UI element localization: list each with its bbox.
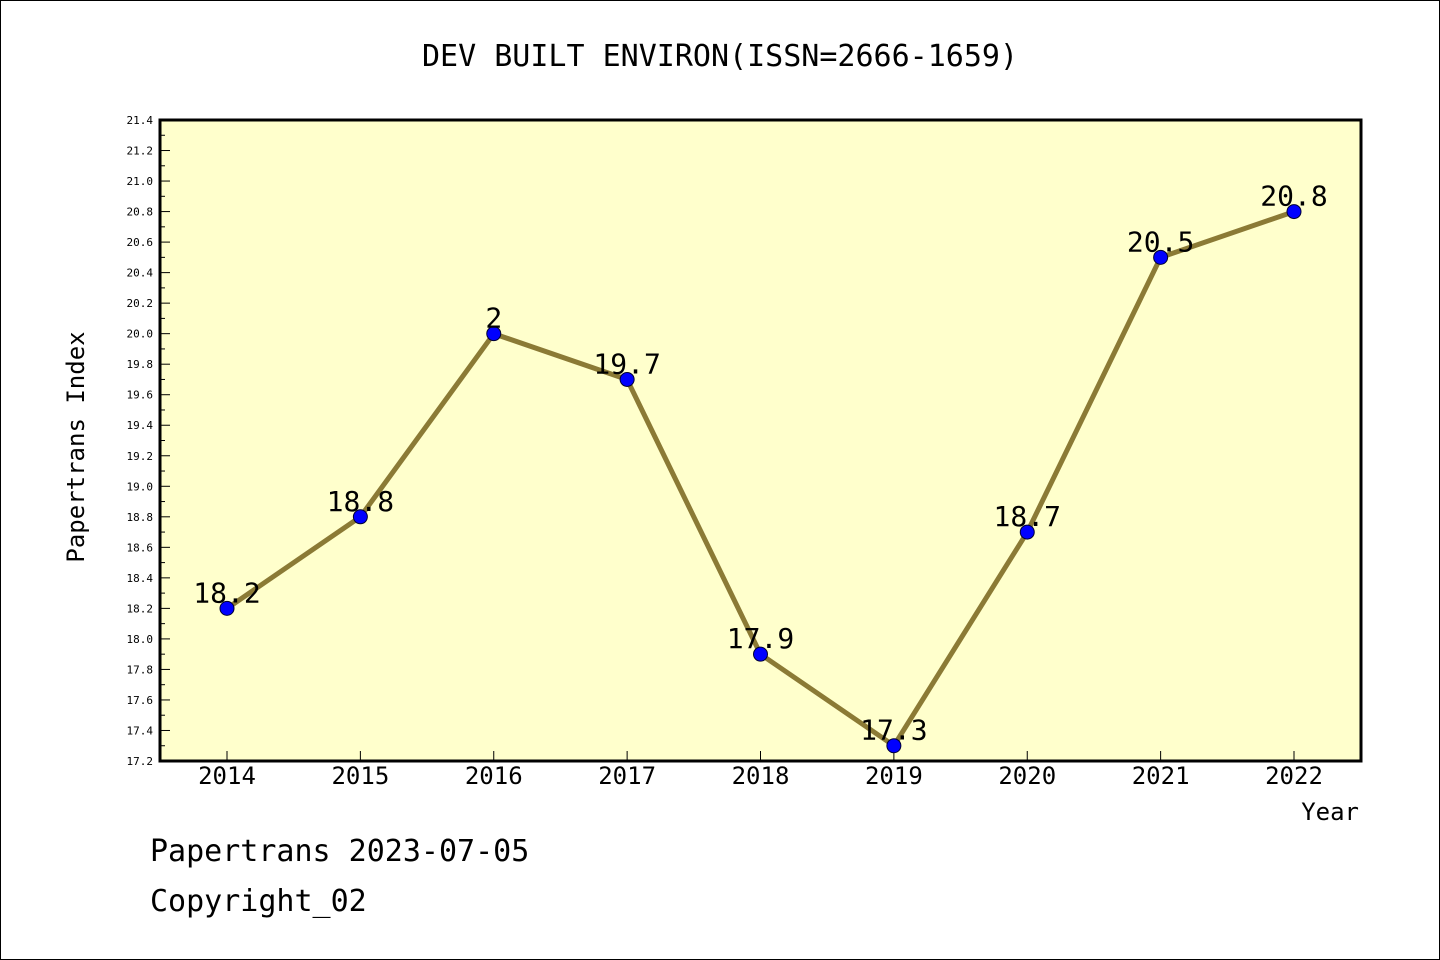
- data-point-marker: [753, 646, 768, 662]
- y-axis-label: Papertrans Index: [62, 331, 90, 562]
- data-point-marker: [619, 371, 635, 387]
- data-labels: 18.2 18.8 2 19.7 17.9 17.3 18.7 20.5 20.8: [193, 180, 1327, 747]
- y-tick-label: 19.2: [127, 450, 154, 463]
- data-point-marker: [352, 509, 368, 525]
- data-point-marker: [486, 326, 502, 342]
- x-tick-label: 2019: [865, 762, 923, 790]
- data-point-marker: [1153, 249, 1169, 265]
- data-point-marker: [219, 600, 235, 616]
- y-tick-label: 21.0: [127, 175, 154, 188]
- y-tick-label: 19.4: [127, 419, 154, 432]
- y-tick-label: 17.8: [127, 663, 154, 676]
- data-label: 2: [485, 302, 502, 335]
- x-tick-label: 2021: [1132, 762, 1190, 790]
- y-axis: 17.2 17.4 17.6 17.8 18.0 18.2 18.4 18.6 18.8 19.0…: [127, 114, 170, 768]
- y-tick-label: 21.2: [127, 145, 154, 158]
- y-tick-label: 18.2: [127, 602, 154, 615]
- x-tick-label: 2016: [465, 762, 523, 790]
- y-tick-label: 17.2: [127, 755, 154, 768]
- y-tick-label: 21.4: [127, 114, 154, 127]
- x-tick-label: 2022: [1265, 762, 1323, 790]
- data-label: 17.3: [860, 714, 927, 747]
- y-tick-label: 20.0: [127, 328, 154, 341]
- y-tick-label: 19.0: [127, 480, 154, 493]
- plot-area: [158, 118, 1363, 763]
- y-tick-label: 17.6: [127, 694, 154, 707]
- data-label: 20.8: [1260, 180, 1327, 213]
- footer-copyright-line: Copyright_02: [150, 884, 367, 919]
- data-point-marker: [1286, 204, 1302, 220]
- x-axis-label: Year: [1301, 798, 1359, 826]
- footer-date-line: Papertrans 2023-07-05: [150, 834, 530, 869]
- data-point-marker: [886, 738, 902, 754]
- data-label: 19.7: [593, 347, 660, 380]
- series-line-group: [219, 204, 1302, 754]
- y-tick-label: 20.6: [127, 236, 154, 249]
- data-label: 18.8: [327, 485, 394, 518]
- y-tick-label: 19.6: [127, 389, 154, 402]
- y-tick-label: 20.2: [127, 297, 154, 310]
- y-tick-label: 18.4: [127, 572, 154, 585]
- x-tick-label: 2015: [331, 762, 389, 790]
- y-tick-label: 17.4: [127, 724, 154, 737]
- x-axis: 2014 2015 2016 2017 2018 2019 2020 2021 2022: [198, 751, 1323, 790]
- y-tick-label: 20.4: [127, 267, 154, 280]
- y-tick-label: 18.8: [127, 511, 154, 524]
- data-label: 20.5: [1127, 225, 1194, 258]
- y-tick-label: 18.0: [127, 633, 154, 646]
- y-tick-label: 20.8: [127, 206, 154, 219]
- x-tick-label: 2014: [198, 762, 256, 790]
- data-point-marker: [1019, 524, 1035, 540]
- data-label: 18.7: [994, 500, 1061, 533]
- data-label: 18.2: [193, 576, 260, 609]
- data-label: 17.9: [727, 622, 794, 655]
- x-tick-label: 2020: [998, 762, 1056, 790]
- x-tick-label: 2018: [732, 762, 790, 790]
- x-tick-label: 2017: [598, 762, 656, 790]
- chart-title: DEV BUILT ENVIRON(ISSN=2666-1659): [422, 39, 1018, 74]
- y-tick-label: 18.6: [127, 541, 154, 554]
- y-tick-label: 19.8: [127, 358, 154, 371]
